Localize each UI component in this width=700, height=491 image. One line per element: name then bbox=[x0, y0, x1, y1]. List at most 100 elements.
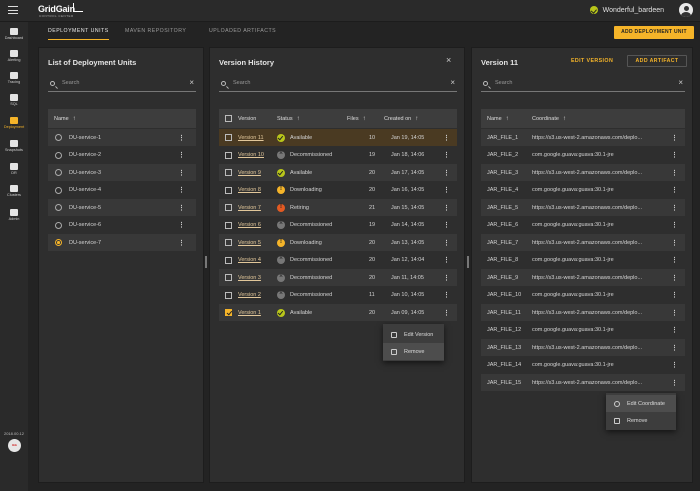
version-link[interactable]: Version 5 bbox=[238, 239, 261, 246]
row-checkbox[interactable] bbox=[225, 274, 232, 281]
more-options-icon[interactable]: ⋮ bbox=[443, 187, 450, 194]
table-row[interactable]: Version 4 Decommissioned 20 Jan 12, 14:04 ⋮ bbox=[219, 252, 457, 269]
column-header-created[interactable]: Created on ↑ bbox=[384, 115, 419, 122]
table-row[interactable]: JAR_FILE_1 https://s3.us-west-2.amazonaws… bbox=[481, 129, 685, 146]
history-search-input[interactable]: Search × bbox=[219, 78, 457, 92]
row-checkbox[interactable] bbox=[225, 239, 232, 246]
table-row[interactable]: Version 1 Available 20 Jan 09, 14:05 ⋮ bbox=[219, 304, 457, 321]
radio-button[interactable] bbox=[55, 204, 62, 211]
row-checkbox[interactable] bbox=[225, 186, 232, 194]
more-options-icon[interactable]: ⋮ bbox=[443, 169, 450, 177]
tab-maven-repository[interactable]: MAVEN REPOSITORY bbox=[125, 28, 187, 34]
clear-search-icon[interactable]: × bbox=[189, 78, 194, 87]
more-options-icon[interactable]: ⋮ bbox=[671, 274, 678, 282]
more-options-icon[interactable]: ⋮ bbox=[671, 222, 678, 229]
version-link[interactable]: Version 9 bbox=[238, 169, 261, 176]
more-options-icon[interactable]: ⋮ bbox=[443, 134, 450, 142]
clear-search-icon[interactable]: × bbox=[678, 78, 683, 87]
more-options-icon[interactable]: ⋮ bbox=[178, 169, 185, 177]
table-row[interactable]: JAR_FILE_5 https://s3.us-west-2.amazonaws… bbox=[481, 199, 685, 216]
more-options-icon[interactable]: ⋮ bbox=[443, 204, 450, 212]
sidebar-item-clusters[interactable]: Clusters bbox=[0, 185, 28, 197]
more-options-icon[interactable]: ⋮ bbox=[671, 292, 678, 299]
sidebar-item-dr[interactable]: DR bbox=[0, 163, 28, 175]
column-header-name[interactable]: Name ↑ bbox=[54, 115, 76, 122]
add-artifact-button[interactable]: ADD ARTIFACT bbox=[627, 55, 687, 67]
version-link[interactable]: Version 4 bbox=[238, 257, 261, 263]
version-link[interactable]: Version 2 bbox=[238, 292, 261, 298]
version-link[interactable]: Version 10 bbox=[238, 152, 264, 158]
more-options-icon[interactable]: ⋮ bbox=[671, 187, 678, 194]
edit-version-menu-item[interactable]: Edit Version bbox=[383, 326, 444, 343]
sidebar-item-snapshots[interactable]: Snapshots bbox=[0, 140, 28, 152]
table-row[interactable]: Version 5 Downloading 20 Jan 13, 14:05 ⋮ bbox=[219, 234, 457, 251]
table-row[interactable]: JAR_FILE_13 https://s3.us-west-2.amazonaw… bbox=[481, 339, 685, 356]
table-row[interactable]: JAR_FILE_2 com.google.guava:guava:30.1-jr… bbox=[481, 147, 685, 164]
column-header-files[interactable]: Files ↑ bbox=[347, 115, 366, 122]
more-options-icon[interactable]: ⋮ bbox=[671, 239, 678, 247]
radio-button[interactable] bbox=[55, 151, 62, 159]
table-row[interactable]: Version 10 Decommissioned 19 Jan 18, 14:06 ⋮ bbox=[219, 147, 457, 164]
list-item[interactable]: DU-service-6 ⋮ bbox=[48, 217, 196, 234]
clear-search-icon[interactable]: × bbox=[450, 78, 455, 87]
units-search-input[interactable]: Search × bbox=[48, 78, 196, 92]
table-row[interactable]: JAR_FILE_11 https://s3.us-west-2.amazonaw… bbox=[481, 304, 685, 321]
sidebar-item-sql[interactable]: SQL bbox=[0, 94, 28, 106]
radio-button[interactable] bbox=[55, 169, 62, 176]
column-header-version[interactable]: Version bbox=[238, 115, 257, 122]
remove-version-menu-item[interactable]: Remove bbox=[383, 343, 444, 360]
row-checkbox[interactable] bbox=[225, 204, 232, 211]
more-options-icon[interactable]: ⋮ bbox=[443, 239, 450, 247]
sidebar-item-deployment[interactable]: Deployment bbox=[0, 117, 28, 129]
more-options-icon[interactable]: ⋮ bbox=[443, 309, 450, 317]
table-row[interactable]: Version 9 Available 20 Jan 17, 14:05 ⋮ bbox=[219, 164, 457, 181]
more-options-icon[interactable]: ⋮ bbox=[443, 292, 450, 299]
version-link[interactable]: Version 1 bbox=[238, 309, 261, 316]
table-row[interactable]: JAR_FILE_3 https://s3.us-west-2.amazonaws… bbox=[481, 164, 685, 181]
sidebar-item-tracing[interactable]: Tracing bbox=[0, 72, 28, 84]
tab-deployment-units[interactable]: DEPLOYMENT UNITS bbox=[48, 24, 109, 40]
more-options-icon[interactable]: ⋮ bbox=[443, 152, 450, 159]
list-item[interactable]: DU-service-4 ⋮ bbox=[48, 182, 196, 199]
select-all-checkbox[interactable] bbox=[225, 115, 232, 122]
version-link[interactable]: Version 7 bbox=[238, 204, 261, 211]
table-row[interactable]: Version 2 Decommissioned 11 Jan 10, 14:05 ⋮ bbox=[219, 287, 457, 304]
user-menu[interactable]: Wonderful_bardeen bbox=[589, 3, 693, 17]
row-checkbox[interactable] bbox=[225, 169, 232, 176]
table-row[interactable]: JAR_FILE_4 com.google.guava:guava:30.1-jr… bbox=[481, 182, 685, 199]
table-row[interactable]: JAR_FILE_12 com.google.guava:guava:30.1-j… bbox=[481, 322, 685, 339]
table-row[interactable]: JAR_FILE_8 com.google.guava:guava:30.1-jr… bbox=[481, 252, 685, 269]
row-checkbox[interactable] bbox=[225, 256, 232, 264]
more-options-icon[interactable]: ⋮ bbox=[671, 362, 678, 369]
row-checkbox[interactable] bbox=[225, 151, 232, 159]
panel-resize-handle[interactable] bbox=[205, 256, 207, 268]
table-row[interactable]: Version 6 Decommissioned 19 Jan 14, 14:05 ⋮ bbox=[219, 217, 457, 234]
remove-artifact-menu-item[interactable]: Remove bbox=[606, 412, 676, 429]
add-deployment-unit-button[interactable]: ADD DEPLOYMENT UNIT bbox=[614, 26, 694, 39]
list-item[interactable]: DU-service-7 ⋮ bbox=[48, 234, 196, 251]
more-options-icon[interactable]: ⋮ bbox=[671, 344, 678, 352]
more-options-icon[interactable]: ⋮ bbox=[443, 257, 450, 264]
version-link[interactable]: Version 8 bbox=[238, 187, 261, 193]
table-row[interactable]: JAR_FILE_14 com.google.guava:guava:30.1-j… bbox=[481, 357, 685, 374]
list-item[interactable]: DU-service-2 ⋮ bbox=[48, 147, 196, 164]
more-options-icon[interactable]: ⋮ bbox=[671, 257, 678, 264]
table-row[interactable]: JAR_FILE_15 https://s3.us-west-2.amazonaw… bbox=[481, 374, 685, 391]
more-options-icon[interactable]: ⋮ bbox=[671, 309, 678, 317]
table-row[interactable]: JAR_FILE_9 https://s3.us-west-2.amazonaws… bbox=[481, 269, 685, 286]
version-link[interactable]: Version 11 bbox=[238, 134, 264, 141]
table-row[interactable]: Version 8 Downloading 20 Jan 16, 14:05 ⋮ bbox=[219, 182, 457, 199]
version-link[interactable]: Version 3 bbox=[238, 274, 261, 281]
table-row[interactable]: Version 7 Retiring 21 Jan 15, 14:05 ⋮ bbox=[219, 199, 457, 216]
table-row[interactable]: JAR_FILE_6 com.google.guava:guava:30.1-jr… bbox=[481, 217, 685, 234]
row-checkbox[interactable] bbox=[225, 291, 232, 299]
more-options-icon[interactable]: ⋮ bbox=[178, 187, 185, 194]
artifacts-search-input[interactable]: Search × bbox=[481, 78, 685, 92]
list-item[interactable]: DU-service-5 ⋮ bbox=[48, 199, 196, 216]
row-checkbox[interactable] bbox=[225, 309, 232, 316]
radio-button[interactable] bbox=[55, 239, 62, 246]
radio-button[interactable] bbox=[55, 134, 62, 141]
more-options-icon[interactable]: ⋮ bbox=[671, 152, 678, 159]
more-options-icon[interactable]: ⋮ bbox=[178, 222, 185, 229]
sidebar-item-dashboard[interactable]: Dashboard bbox=[0, 28, 28, 40]
